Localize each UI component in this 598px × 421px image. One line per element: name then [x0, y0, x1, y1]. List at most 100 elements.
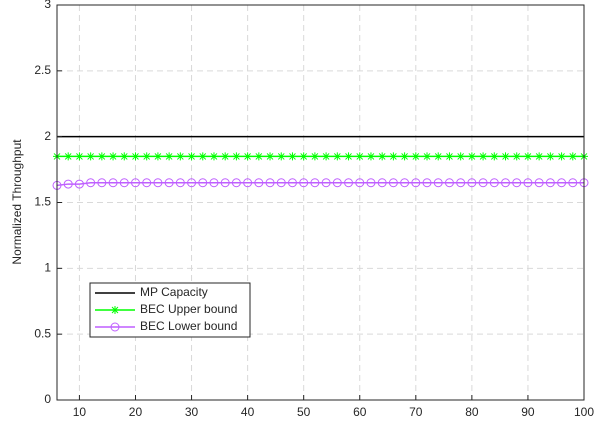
- marker: [501, 178, 511, 188]
- marker: [119, 178, 129, 188]
- x-tick-label: 100: [574, 405, 594, 419]
- marker: [344, 152, 353, 161]
- marker: [545, 178, 555, 188]
- marker: [411, 152, 420, 161]
- marker: [444, 178, 454, 188]
- marker: [322, 152, 331, 161]
- marker: [366, 152, 375, 161]
- marker: [108, 178, 118, 188]
- marker: [546, 152, 555, 161]
- marker: [231, 178, 241, 188]
- marker: [534, 178, 544, 188]
- marker: [97, 178, 107, 188]
- marker: [557, 178, 567, 188]
- marker: [243, 178, 253, 188]
- marker: [434, 152, 443, 161]
- marker: [86, 152, 95, 161]
- marker: [209, 152, 218, 161]
- marker: [64, 152, 73, 161]
- series-line: [56, 182, 584, 187]
- marker: [266, 152, 275, 161]
- x-tick-label: 80: [465, 405, 479, 419]
- marker: [187, 178, 197, 188]
- legend-label: MP Capacity: [140, 285, 208, 299]
- y-axis-label: Normalized Throughput: [10, 139, 24, 265]
- marker: [130, 178, 140, 188]
- marker: [109, 152, 118, 161]
- marker: [512, 152, 521, 161]
- plot-data: [52, 135, 589, 190]
- x-tick-label: 40: [241, 405, 255, 419]
- marker: [299, 152, 308, 161]
- marker: [75, 152, 84, 161]
- marker: [187, 152, 196, 161]
- marker: [74, 179, 84, 189]
- marker: [400, 152, 409, 161]
- marker: [523, 178, 533, 188]
- marker: [422, 178, 432, 188]
- marker: [557, 152, 566, 161]
- marker: [389, 152, 398, 161]
- x-tick-label: 70: [409, 405, 423, 419]
- marker: [198, 178, 208, 188]
- marker: [344, 178, 354, 188]
- marker: [165, 152, 174, 161]
- y-tick-label: 1.5: [34, 195, 51, 209]
- x-tick-label: 50: [297, 405, 311, 419]
- marker: [355, 152, 364, 161]
- marker: [523, 152, 532, 161]
- marker: [265, 178, 275, 188]
- marker: [254, 178, 264, 188]
- marker: [366, 178, 376, 188]
- x-tick-label: 60: [353, 405, 367, 419]
- legend-box: [89, 282, 251, 338]
- marker: [299, 178, 309, 188]
- x-tick-label: 10: [73, 405, 87, 419]
- y-tick-label: 0: [44, 392, 51, 406]
- marker: [568, 152, 577, 161]
- marker: [332, 178, 342, 188]
- marker: [310, 152, 319, 161]
- marker: [445, 152, 454, 161]
- y-tick-label: 3: [44, 0, 51, 11]
- marker: [164, 178, 174, 188]
- y-tick-label: 2.5: [34, 63, 51, 77]
- marker: [456, 178, 466, 188]
- marker: [467, 152, 476, 161]
- marker: [232, 152, 241, 161]
- marker: [377, 178, 387, 188]
- marker: [433, 178, 443, 188]
- marker: [153, 178, 163, 188]
- marker: [489, 178, 499, 188]
- y-tick-label: 0.5: [34, 326, 51, 340]
- marker: [97, 152, 106, 161]
- marker: [490, 152, 499, 161]
- marker: [478, 178, 488, 188]
- x-tick-label: 90: [521, 405, 535, 419]
- marker: [220, 178, 230, 188]
- marker: [254, 152, 263, 161]
- x-tick-label: 30: [185, 405, 199, 419]
- marker: [198, 152, 207, 161]
- marker: [209, 178, 219, 188]
- marker: [175, 178, 185, 188]
- legend: MP Capacity BEC Upper bound BEC Lower boun…: [89, 282, 251, 338]
- marker: [277, 152, 286, 161]
- marker: [120, 152, 129, 161]
- marker: [388, 178, 398, 188]
- marker: [456, 152, 465, 161]
- marker: [321, 178, 331, 188]
- marker: [176, 152, 185, 161]
- marker: [142, 178, 152, 188]
- marker: [86, 178, 96, 188]
- marker: [221, 152, 230, 161]
- marker: [479, 152, 488, 161]
- marker: [411, 178, 421, 188]
- y-tick-label: 2: [44, 129, 51, 143]
- y-tick-label: 1: [44, 261, 51, 275]
- legend-label: BEC Lower bound: [140, 319, 237, 333]
- marker: [535, 152, 544, 161]
- marker: [310, 178, 320, 188]
